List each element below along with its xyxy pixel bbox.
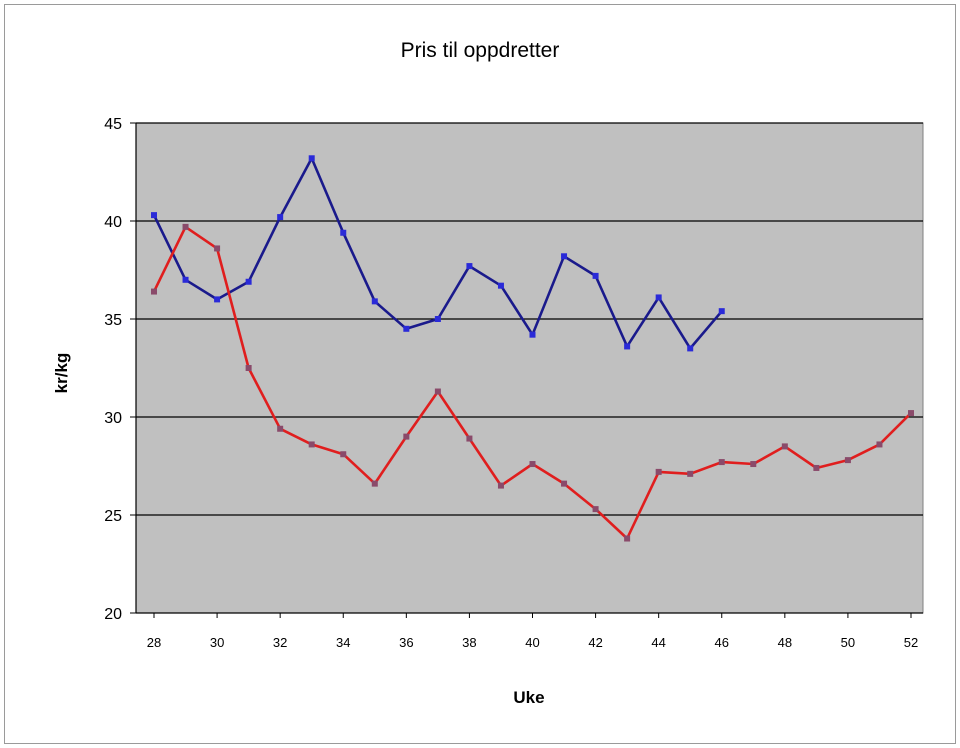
data-point [340, 451, 347, 458]
data-point [466, 263, 473, 270]
data-point [718, 308, 725, 315]
data-point [497, 482, 504, 489]
data-point [308, 441, 315, 448]
data-point [592, 506, 599, 513]
data-point [813, 464, 820, 471]
chart-title: Pris til oppdretter [401, 39, 560, 62]
data-point [592, 272, 599, 279]
data-point [434, 388, 441, 395]
x-tick-label: 46 [715, 635, 729, 650]
data-point [277, 214, 284, 221]
y-tick-label: 35 [104, 312, 122, 329]
data-point [403, 325, 410, 332]
data-point [182, 223, 189, 230]
data-point [781, 443, 788, 450]
x-tick-label: 28 [147, 635, 161, 650]
plot-area [135, 122, 924, 614]
data-point [529, 331, 536, 338]
x-axis-ticks: 28 30 32 34 36 38 40 42 44 46 48 50 52 [136, 612, 923, 650]
x-tick-label: 50 [841, 635, 855, 650]
y-axis-ticks: 20 25 30 35 40 45 [104, 116, 137, 623]
data-point [687, 470, 694, 477]
data-point [718, 459, 725, 466]
data-point [687, 345, 694, 352]
data-point [750, 461, 757, 468]
data-point [434, 316, 441, 322]
y-tick-label: 30 [104, 410, 122, 427]
data-point [403, 433, 410, 440]
data-point [371, 298, 378, 305]
x-tick-label: 52 [904, 635, 918, 650]
data-point [844, 457, 851, 464]
data-point [277, 425, 284, 432]
data-point [340, 229, 347, 236]
y-tick-label: 40 [104, 214, 122, 231]
y-tick-label: 45 [104, 116, 122, 133]
data-point [371, 480, 378, 487]
data-point [182, 276, 189, 283]
data-point [655, 294, 662, 301]
data-point [308, 155, 315, 162]
data-point [908, 410, 914, 417]
data-point [624, 343, 631, 350]
data-point [561, 480, 568, 487]
x-tick-label: 36 [399, 635, 413, 650]
y-axis-title: kr/kg [52, 353, 71, 394]
data-point [245, 365, 252, 371]
x-tick-label: 44 [651, 635, 665, 650]
y-tick-label: 25 [104, 508, 122, 525]
data-point [624, 535, 631, 542]
data-point [151, 288, 157, 295]
data-series [151, 155, 914, 542]
data-point [529, 461, 536, 468]
chart-frame: Pris til oppdretter 20 25 30 35 40 45 28 30 32 3… [4, 4, 956, 744]
x-tick-label: 32 [273, 635, 287, 650]
x-tick-label: 40 [525, 635, 539, 650]
x-tick-label: 34 [336, 635, 350, 650]
data-point [245, 278, 252, 285]
data-point [214, 245, 221, 252]
x-tick-label: 48 [778, 635, 792, 650]
data-point [561, 253, 568, 260]
data-point [497, 282, 504, 289]
data-point [214, 296, 221, 303]
data-point [151, 212, 157, 219]
data-point [655, 468, 662, 475]
data-point [466, 435, 473, 442]
y-tick-label: 20 [104, 606, 122, 623]
gridlines [136, 122, 923, 516]
x-axis-title: Uke [513, 688, 544, 707]
x-tick-label: 38 [462, 635, 476, 650]
x-tick-label: 30 [210, 635, 224, 650]
data-point [876, 441, 883, 448]
x-tick-label: 42 [588, 635, 602, 650]
line-chart: Pris til oppdretter 20 25 30 35 40 45 28 30 32 3… [52, 39, 924, 707]
